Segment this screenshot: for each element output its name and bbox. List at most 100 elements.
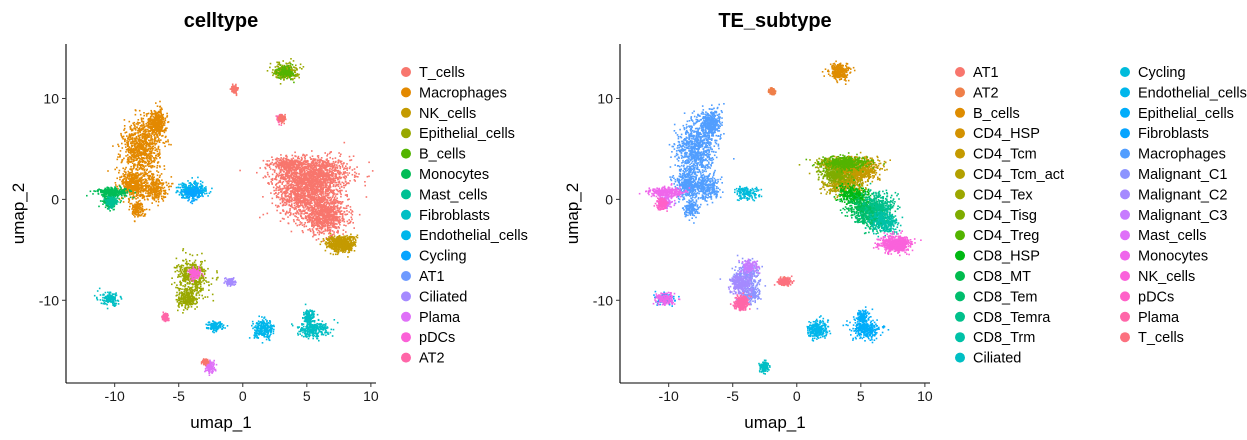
data-point: [296, 189, 298, 191]
data-point: [139, 113, 142, 116]
data-point: [135, 148, 137, 150]
data-point: [128, 177, 130, 179]
data-point: [330, 203, 332, 205]
data-point: [345, 167, 347, 170]
data-point: [323, 195, 326, 198]
data-point: [312, 231, 315, 233]
data-point: [136, 158, 139, 160]
data-point: [327, 165, 329, 168]
data-point: [341, 213, 344, 216]
data-point: [286, 171, 288, 174]
data-point: [127, 187, 129, 189]
data-point: [282, 170, 285, 172]
data-point: [161, 135, 163, 137]
data-point: [318, 191, 320, 193]
data-point: [287, 177, 289, 179]
data-point: [293, 165, 296, 168]
data-point: [320, 205, 323, 208]
data-point: [308, 196, 310, 199]
data-point: [126, 140, 128, 142]
data-point: [336, 211, 338, 214]
data-point: [150, 157, 152, 159]
data-point: [276, 186, 278, 188]
data-point: [135, 151, 138, 153]
data-point: [294, 190, 297, 192]
data-point: [139, 161, 142, 163]
data-point: [329, 229, 332, 232]
data-point: [311, 193, 313, 195]
data-point: [293, 171, 295, 174]
data-point: [135, 193, 138, 196]
data-point: [317, 213, 320, 216]
data-point: [329, 222, 331, 225]
data-point: [326, 162, 329, 164]
data-point: [318, 163, 320, 166]
data-point: [273, 162, 275, 165]
data-point: [131, 171, 133, 174]
data-point: [311, 207, 313, 209]
data-point: [308, 191, 311, 194]
data-point: [326, 176, 328, 179]
data-point: [329, 156, 331, 159]
data-point: [311, 198, 313, 200]
data-point: [301, 224, 304, 226]
data-point: [290, 175, 293, 178]
data-point: [303, 154, 306, 156]
data-point: [315, 239, 318, 241]
data-point: [142, 145, 145, 148]
data-point: [278, 159, 281, 162]
data-point: [139, 141, 141, 144]
data-point: [338, 164, 341, 167]
data-point: [314, 234, 317, 236]
data-point: [165, 135, 167, 138]
data-point: [275, 176, 277, 179]
data-point: [304, 217, 307, 220]
data-point: [324, 228, 326, 230]
data-point: [158, 138, 160, 140]
data-point: [305, 203, 307, 206]
data-point: [307, 171, 309, 173]
data-point: [306, 154, 308, 156]
data-point: [316, 205, 318, 208]
data-point: [329, 218, 332, 221]
data-point: [270, 162, 272, 165]
data-point: [117, 153, 120, 155]
data-point: [294, 179, 296, 181]
data-point: [344, 175, 346, 177]
data-point: [316, 201, 319, 204]
data-point: [316, 175, 318, 177]
data-point: [318, 216, 321, 218]
data-point: [293, 204, 296, 207]
data-point: [297, 192, 299, 194]
data-point: [296, 176, 298, 179]
data-point: [307, 216, 310, 219]
data-point: [139, 158, 141, 160]
data-point: [305, 163, 307, 166]
data-point: [304, 165, 307, 168]
data-point: [157, 139, 160, 141]
data-point: [127, 162, 130, 165]
data-point: [327, 215, 330, 218]
data-point: [143, 114, 145, 117]
data-point: [317, 178, 319, 181]
data-point: [313, 212, 315, 215]
data-point: [315, 219, 318, 222]
data-point: [319, 202, 321, 204]
data-point: [150, 154, 152, 157]
data-point: [150, 112, 152, 115]
data-point: [148, 142, 150, 145]
data-point: [305, 216, 308, 218]
data-point: [343, 167, 346, 169]
data-point: [142, 141, 144, 143]
data-point: [159, 111, 162, 113]
data-point: [107, 170, 109, 172]
data-point: [150, 166, 153, 169]
data-point: [142, 120, 145, 123]
data-point: [302, 217, 304, 220]
data-point: [147, 136, 150, 138]
data-point: [280, 175, 283, 177]
data-point: [326, 220, 329, 223]
data-point: [290, 230, 293, 233]
data-point: [163, 124, 166, 126]
data-point: [342, 207, 345, 209]
